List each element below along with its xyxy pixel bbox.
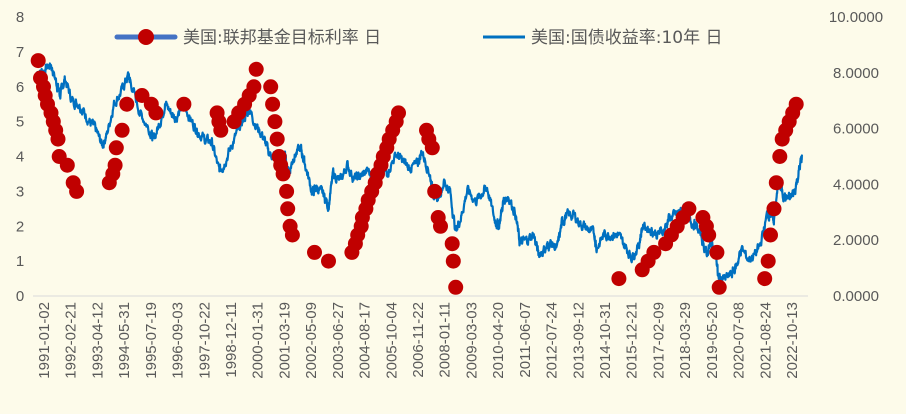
x-tick-label: 2008-01-11	[437, 302, 454, 378]
legend-yield-label: 美国:国债收益率:10年 日	[531, 28, 723, 48]
left-y-axis: 0 1 2 3 4 5 6 7 8	[16, 9, 24, 305]
x-tick-label: 1992-02-21	[63, 302, 80, 379]
rate-point	[108, 140, 124, 156]
rate-point	[701, 227, 717, 243]
x-tick-label: 1997-10-22	[196, 302, 213, 379]
rate-point	[711, 279, 727, 295]
rate-point	[280, 201, 296, 217]
x-tick-label: 1991-01-02	[36, 302, 53, 379]
x-tick-label: 1996-09-03	[170, 302, 187, 379]
rate-point	[246, 79, 262, 95]
x-tick-label: 2022-10-13	[784, 302, 801, 379]
x-tick-label: 2012-07-24	[544, 302, 561, 379]
x-tick-label: 2020-07-08	[731, 302, 748, 379]
x-tick-label: 2019-05-20	[704, 302, 721, 379]
left-tick-label: 2	[16, 218, 24, 235]
rate-point	[681, 201, 697, 217]
rate-point	[248, 61, 264, 77]
rate-point	[760, 253, 776, 269]
left-tick-label: 4	[16, 149, 24, 166]
legend: 美国:联邦基金目标利率 日 美国:国债收益率:10年 日	[114, 28, 723, 48]
x-axis: 1991-01-02 1992-02-21 1993-04-12 1994-05-31…	[36, 302, 801, 379]
legend-rate-marker	[138, 29, 154, 45]
left-tick-label: 7	[16, 44, 24, 61]
rate-point	[148, 105, 164, 121]
rate-point	[119, 96, 135, 112]
x-tick-label: 1994-05-31	[116, 302, 133, 379]
x-tick-label: 2004-08-17	[357, 302, 374, 379]
x-tick-label: 2002-05-09	[303, 302, 320, 379]
rate-point	[275, 166, 291, 182]
x-tick-label: 1998-12-11	[223, 302, 240, 378]
rate-point	[50, 131, 66, 147]
rate-point	[107, 157, 123, 173]
rate-point	[114, 122, 130, 138]
rate-point	[768, 175, 784, 191]
rate-point	[391, 105, 406, 121]
left-tick-label: 0	[16, 288, 24, 305]
rate-point	[445, 253, 461, 269]
rate-point	[213, 122, 229, 138]
rate-point	[611, 271, 627, 287]
rate-point	[30, 53, 46, 69]
left-tick-label: 8	[16, 9, 24, 26]
right-tick-label: 4.0000	[833, 176, 879, 193]
right-tick-label: 10.0000	[829, 9, 883, 26]
x-tick-label: 2015-12-21	[624, 302, 641, 379]
x-tick-label: 1993-04-12	[89, 302, 106, 379]
right-tick-label: 2.0000	[833, 232, 879, 249]
right-y-axis: 0.0000 2.0000 4.0000 6.0000 8.0000 10.0000	[829, 9, 883, 305]
right-tick-label: 8.0000	[833, 65, 879, 82]
rate-point	[267, 114, 283, 130]
x-tick-label: 2005-10-04	[383, 302, 400, 379]
left-tick-label: 3	[16, 183, 24, 200]
x-tick-label: 2017-02-09	[650, 302, 667, 379]
x-tick-label: 2001-03-19	[276, 302, 293, 379]
rate-point	[176, 96, 192, 112]
rate-point	[757, 271, 773, 287]
right-tick-label: 6.0000	[833, 121, 879, 138]
rate-point	[788, 96, 804, 112]
x-tick-label: 2018-03-29	[677, 302, 694, 379]
x-tick-label: 2013-09-12	[570, 302, 587, 379]
x-tick-label: 2011-06-07	[517, 302, 534, 378]
rate-point	[424, 140, 440, 156]
rate-point	[59, 157, 75, 173]
x-tick-label: 2014-10-31	[597, 302, 614, 379]
rate-point	[766, 201, 782, 217]
fed-rate-series	[30, 53, 804, 295]
rate-point	[279, 183, 295, 199]
rate-point	[284, 227, 300, 243]
x-tick-label: 1995-07-19	[143, 302, 160, 379]
rate-point	[772, 149, 788, 164]
legend-rate-label: 美国:联邦基金目标利率 日	[183, 28, 381, 48]
rate-point	[444, 236, 460, 252]
x-tick-label: 2021-08-24	[757, 302, 774, 379]
rate-point	[427, 183, 443, 199]
left-tick-label: 5	[16, 114, 24, 131]
rate-point	[448, 279, 464, 295]
x-tick-label: 2003-06-27	[330, 302, 347, 379]
rate-point	[321, 253, 336, 269]
left-tick-label: 1	[16, 253, 24, 270]
x-tick-label: 2006-11-22	[410, 302, 427, 378]
rate-point	[269, 131, 285, 147]
x-tick-label: 2000-01-31	[250, 302, 267, 379]
rate-point	[646, 244, 662, 260]
rate-point	[263, 79, 279, 95]
rate-point	[265, 96, 281, 112]
right-tick-label: 0.0000	[833, 288, 879, 305]
rate-point	[69, 183, 85, 199]
rate-point	[307, 244, 322, 260]
left-tick-label: 6	[16, 79, 24, 96]
rate-point	[763, 227, 778, 243]
rate-point	[433, 218, 448, 234]
x-tick-label: 2010-04-20	[490, 302, 507, 379]
rate-point	[709, 244, 725, 260]
x-tick-label: 2009-03-03	[463, 302, 480, 379]
